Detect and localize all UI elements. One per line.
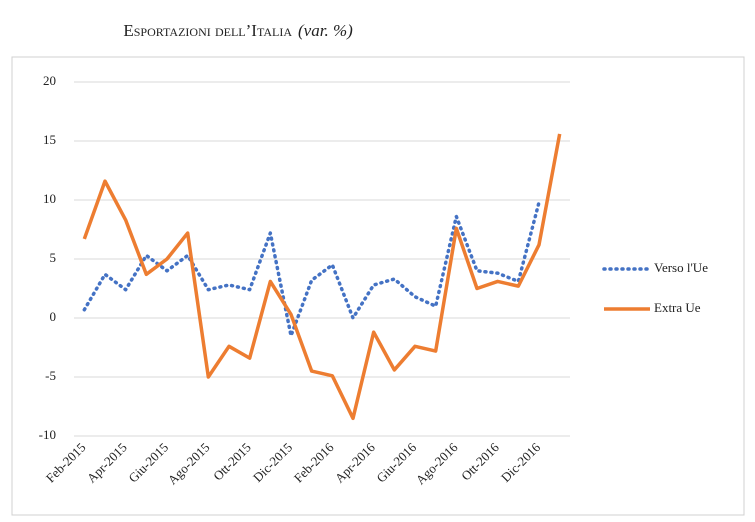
chart-title: Esportazioni dell’Italia (123, 21, 292, 40)
x-tick-label: Ago-2015 (165, 440, 213, 488)
y-tick-label: 15 (43, 132, 56, 147)
x-tick-label: Giu-2016 (373, 439, 419, 485)
y-tick-label: 0 (50, 309, 57, 324)
x-tick-label: Apr-2016 (332, 439, 379, 486)
y-tick-label: 10 (43, 191, 56, 206)
line-series (82, 133, 562, 421)
y-tick-label: 20 (43, 73, 56, 88)
x-tick-label: Giu-2015 (125, 440, 171, 486)
chart-subtitle: (var. %) (298, 21, 353, 40)
x-tick-label: Feb-2016 (291, 439, 337, 485)
x-tick-label: Dic-2016 (498, 439, 544, 485)
x-tick-label: Feb-2015 (43, 440, 89, 486)
legend-label: Verso l'Ue (654, 260, 708, 275)
legend-label: Extra Ue (654, 300, 701, 315)
x-tick-label: Ago-2016 (413, 439, 461, 487)
x-tick-label: Dic-2015 (250, 440, 295, 485)
x-tick-label: Ott-2015 (210, 440, 254, 484)
chart-border (11, 56, 745, 516)
x-tick-label: Ott-2016 (458, 439, 502, 483)
y-tick-label: -5 (45, 368, 56, 383)
line-series (82, 200, 541, 338)
y-tick-label: -10 (39, 427, 56, 442)
x-tick-label: Apr-2015 (84, 440, 130, 486)
y-tick-label: 5 (50, 250, 57, 265)
